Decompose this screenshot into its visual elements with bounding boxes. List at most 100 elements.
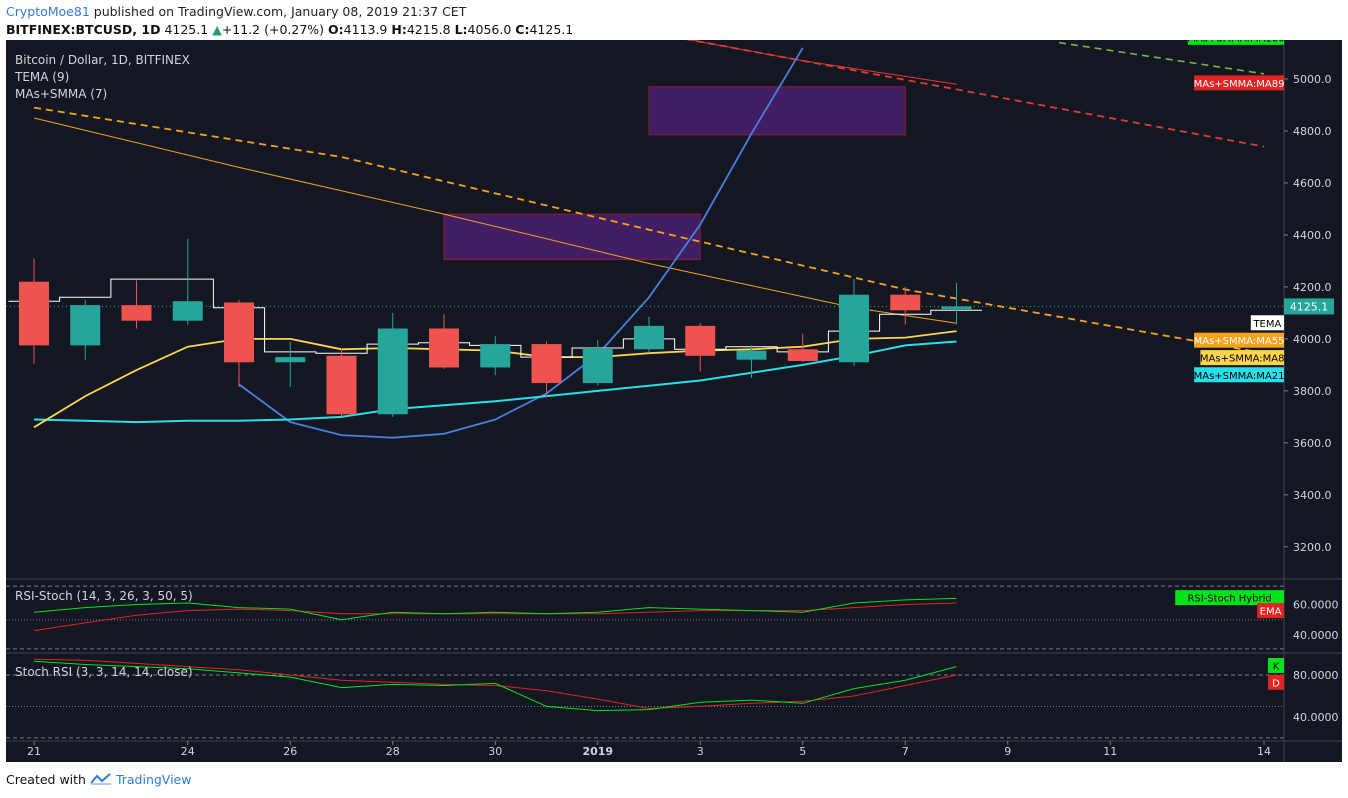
resistance-zone [443, 213, 701, 261]
resistance-zone [648, 86, 906, 136]
time-tick-label: 3 [697, 745, 704, 758]
price-tick-label: 4000.0 [1293, 333, 1332, 346]
candle-down [326, 355, 357, 415]
ma-badge: MAs+SMMA:MA100 [1187, 40, 1284, 44]
ma55-solid-line [33, 117, 957, 324]
time-tick-label: 9 [1004, 745, 1011, 758]
stoch-rsi-label: Stoch RSI (3, 3, 14, 14, close) [15, 665, 193, 679]
stoch-tick-label: 80.0000 [1293, 669, 1339, 682]
time-tick-label: 26 [283, 745, 297, 758]
legend-mas-smma: MAs+SMMA (7) [15, 87, 107, 101]
time-tick-label: 14 [1257, 745, 1271, 758]
tradingview-link[interactable]: TradingView [115, 772, 192, 787]
time-tick-label: 5 [799, 745, 806, 758]
ma-badge-bg [1250, 315, 1284, 331]
time-tick-label: 28 [386, 745, 400, 758]
ma89-solid-line [688, 40, 957, 85]
published-text: published on TradingView.com, January 08… [93, 4, 467, 19]
rsi-badge: RSI-Stoch Hybrid [1187, 594, 1271, 605]
ohlc-header: BITFINEX:BTCUSD, 1D 4125.1 ▲+11.2 (+0.27… [6, 22, 573, 37]
tradingview-logo-icon [90, 772, 116, 787]
chart-area[interactable]: 5000.0 4800.0 4600.0 4400.0 4200.0 4000.0 3800… [6, 40, 1342, 762]
ma-badge-bg [1200, 350, 1284, 366]
stoch-badge: D [1272, 678, 1280, 689]
time-tick-label: 2019 [582, 745, 613, 758]
candle-up [377, 328, 408, 415]
stoch-badge: K [1273, 662, 1280, 673]
price-tick-label: 3800.0 [1293, 385, 1332, 398]
author-link[interactable]: CryptoMoe81 [6, 4, 90, 19]
stoch-tick-label: 40.0000 [1293, 711, 1339, 724]
legend-tema: TEMA (9) [14, 70, 69, 84]
ma21-line [33, 340, 957, 424]
ma-badge-bg [1194, 75, 1284, 91]
time-tick-label: 21 [27, 745, 41, 758]
ma-badge: MAs+SMMA:MA55 [1194, 336, 1285, 347]
price-change: +11.2 (+0.27%) [221, 22, 325, 37]
low-label: L: [454, 22, 468, 37]
parabolic-arc [238, 47, 804, 439]
rsi-badge-bg [1257, 603, 1284, 619]
candle-up [582, 347, 613, 384]
candle-up [736, 350, 767, 360]
ma-badge-bg [1194, 367, 1284, 383]
ma-badge: MAs+SMMA:MA21 [1194, 371, 1285, 382]
footer: Created with TradingView [6, 772, 191, 787]
candle-down [685, 325, 716, 356]
candle-down [787, 349, 818, 361]
rsi-hybrid-line [33, 597, 957, 621]
rsi-stoch-label: RSI-Stoch (14, 3, 26, 3, 50, 5) [15, 589, 193, 603]
candle-down [121, 305, 152, 321]
price-tick-label: 3200.0 [1293, 541, 1332, 554]
candle-down [890, 294, 921, 311]
ma-badge-bg [1187, 40, 1284, 45]
stoch-d-line [33, 658, 957, 710]
ma-badge: MAs+SMMA:MA8 [1200, 354, 1285, 365]
ma89-dashed-line [686, 40, 1265, 148]
candle-down [19, 281, 49, 346]
ma-badge: MAs+SMMA:MA89 [1194, 79, 1285, 90]
price-tick-label: 4800.0 [1293, 125, 1332, 138]
open-value: 4113.9 [343, 22, 388, 37]
ma55-dashed-line [33, 106, 1265, 355]
stoch-k-line [33, 660, 957, 712]
rsi-tick-label: 60.0000 [1293, 599, 1339, 612]
price-tick-label: 3600.0 [1293, 437, 1332, 450]
time-tick-label: 7 [902, 745, 909, 758]
open-label: O: [328, 22, 344, 37]
ma100-line [1058, 41, 1265, 75]
chart-svg[interactable]: 5000.0 4800.0 4600.0 4400.0 4200.0 4000.0 3800… [6, 40, 1342, 762]
candle-up [634, 325, 664, 350]
close-label: C: [515, 22, 530, 37]
rsi-badge-bg [1175, 590, 1284, 606]
high-value: 4215.8 [406, 22, 451, 37]
price-tick-label: 5000.0 [1293, 73, 1332, 86]
symbol-label: BITFINEX:BTCUSD, 1D [6, 22, 161, 37]
time-tick-label: 11 [1103, 745, 1117, 758]
time-tick-label: 24 [181, 745, 195, 758]
up-arrow-icon: ▲ [212, 22, 222, 37]
candle-up [70, 305, 101, 346]
candle-down [224, 302, 254, 363]
rsi-ema-line [33, 602, 957, 632]
last-price: 4125.1 [164, 22, 209, 37]
rsi-badge: EMA [1260, 607, 1282, 618]
candle-down [429, 328, 459, 368]
low-value: 4056.0 [467, 22, 512, 37]
close-value: 4125.1 [529, 22, 574, 37]
stoch-badge-bg [1268, 674, 1284, 690]
candle-up [480, 344, 511, 368]
high-label: H: [391, 22, 407, 37]
publish-info: CryptoMoe81 published on TradingView.com… [6, 4, 466, 19]
created-with-text: Created with [6, 772, 86, 787]
legend-title: Bitcoin / Dollar, 1D, BITFINEX [15, 53, 190, 67]
ma-badge-bg [1194, 332, 1284, 348]
rsi-tick-label: 40.0000 [1293, 629, 1339, 642]
stoch-badge-bg [1268, 658, 1284, 674]
last-price-badge-bg [1284, 298, 1334, 315]
time-tick-label: 30 [488, 745, 502, 758]
candle-up [275, 357, 306, 363]
price-tick-label: 4400.0 [1293, 229, 1332, 242]
tema-line [8, 278, 983, 358]
last-price-badge: 4125.1 [1290, 300, 1329, 313]
